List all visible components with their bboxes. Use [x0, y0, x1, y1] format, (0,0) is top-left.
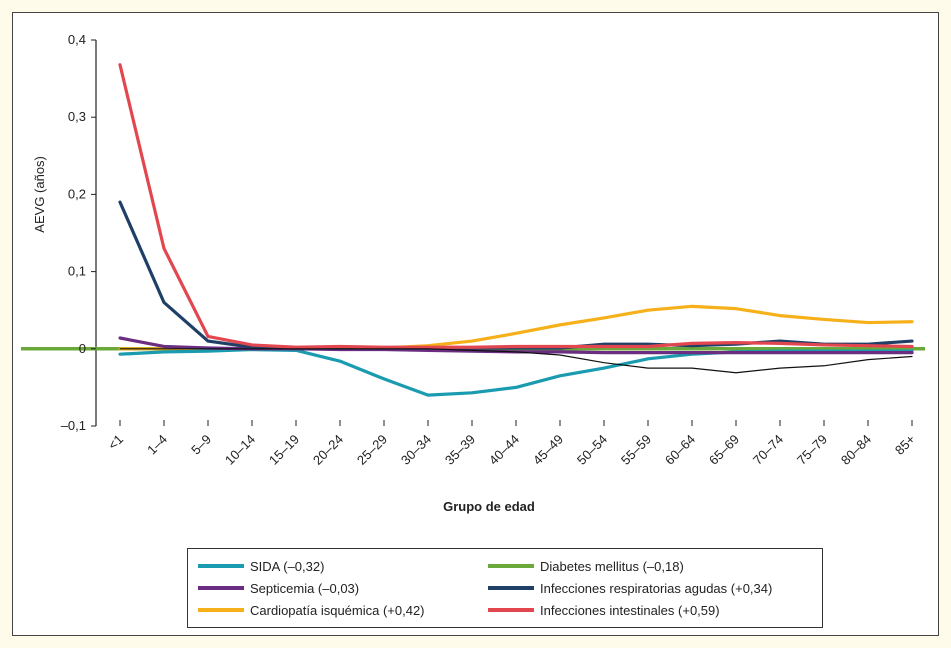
y-tick-label: –0,1 [61, 418, 86, 433]
y-tick-label: 0 [79, 341, 86, 356]
x-tick-label: 50–54 [574, 432, 610, 468]
series-line-5 [118, 63, 914, 349]
legend-item-respiratorias: Infecciones respiratorias agudas (+0,34) [488, 578, 772, 598]
x-axis-title: Grupo de edad [443, 499, 535, 514]
x-tick-label: 80–84 [838, 432, 874, 468]
legend-label-respiratorias: Infecciones respiratorias agudas (+0,34) [540, 580, 773, 596]
x-tick-label: 75–79 [794, 432, 830, 468]
legend-label-septicemia: Septicemia (–0,03) [250, 580, 360, 596]
legend-item-sida: SIDA (–0,32) [198, 556, 324, 576]
x-tick-label: 45–49 [530, 432, 566, 468]
legend-swatch-septicemia [198, 586, 244, 590]
legend: SIDA (–0,32) Septicemia (–0,03) Cardiopa… [187, 548, 823, 628]
series-lines [118, 63, 914, 397]
legend-swatch-respiratorias [488, 586, 534, 590]
x-tick-label: 1–4 [144, 432, 170, 458]
y-tick-label: 0,1 [68, 264, 86, 279]
x-tick-label: 40–44 [486, 432, 522, 468]
legend-item-cardiopatia: Cardiopatía isquémica (+0,42) [198, 600, 425, 620]
line-chart: –0,1 0 0,1 0,2 0,3 0,4 <1 1–4 5–9 10–14 15–19 20–24… [21, 32, 925, 514]
x-tick-label: 70–74 [750, 432, 786, 468]
x-tick-label: 60–64 [662, 432, 698, 468]
legend-label-sida: SIDA (–0,32) [250, 558, 325, 574]
series-line-6 [119, 348, 913, 374]
legend-item-diabetes: Diabetes mellitus (–0,18) [488, 556, 684, 576]
legend-swatch-intestinales [488, 608, 534, 612]
legend-label-intestinales: Infecciones intestinales (+0,59) [540, 602, 720, 618]
x-tick-label: 10–14 [222, 432, 258, 468]
legend-swatch-sida [198, 564, 244, 568]
y-tick-label: 0,4 [68, 32, 86, 47]
y-tick-label: 0,2 [68, 186, 86, 201]
x-tick-label: 5–9 [188, 432, 214, 458]
legend-swatch-diabetes [488, 564, 534, 568]
x-tick-label: 55–59 [618, 432, 654, 468]
series-line-0 [118, 347, 914, 397]
x-tick-label: <1 [105, 432, 126, 453]
legend-label-cardiopatia: Cardiopatía isquémica (+0,42) [250, 602, 425, 618]
legend-swatch-cardiopatia [198, 608, 244, 612]
x-tick-label: 25–29 [354, 432, 390, 468]
x-tick-label: 30–34 [398, 432, 434, 468]
chart-frame: –0,1 0 0,1 0,2 0,3 0,4 <1 1–4 5–9 10–14 15–19 20–24… [12, 12, 939, 636]
x-tick-label: 35–39 [442, 432, 478, 468]
x-tick-label: 65–69 [706, 432, 742, 468]
y-tick-label: 0,3 [68, 109, 86, 124]
x-tick-label: 85+ [892, 432, 918, 458]
y-axis-title: AEVG (años) [32, 156, 47, 233]
series-line-4 [118, 200, 914, 350]
legend-label-diabetes: Diabetes mellitus (–0,18) [540, 558, 684, 574]
legend-item-intestinales: Infecciones intestinales (+0,59) [488, 600, 720, 620]
tick-labels: –0,1 0 0,1 0,2 0,3 0,4 <1 1–4 5–9 10–14 15–19 20–24… [61, 32, 918, 468]
x-tick-label: 20–24 [310, 432, 346, 468]
legend-item-septicemia: Septicemia (–0,03) [198, 578, 359, 598]
x-tick-label: 15–19 [266, 432, 302, 468]
